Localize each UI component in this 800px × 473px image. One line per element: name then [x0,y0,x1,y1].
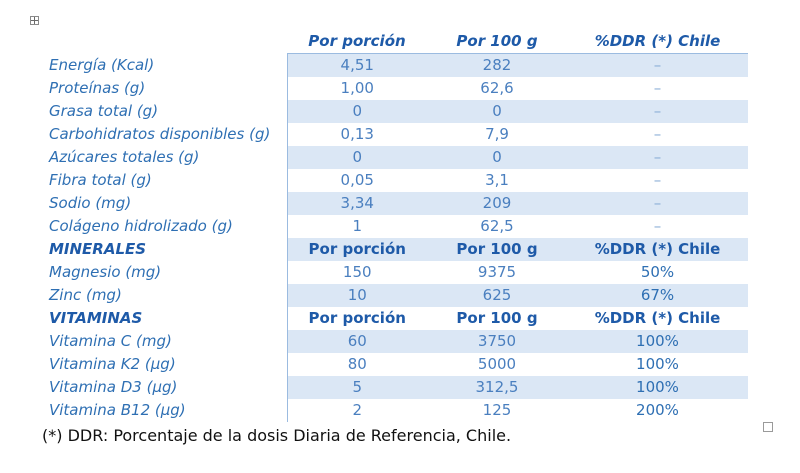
cell-per-serving: 0 [286,100,427,123]
table-header-empty [42,30,287,54]
cell-ddr: – [653,171,662,189]
cell-per-serving: 150 [286,261,427,284]
minerals-col-per-100g: Por 100 g [427,238,567,261]
cell-ddr: 100% [567,376,748,399]
col-header-per-100g: Por 100 g [456,32,538,50]
row-label: Proteínas (g) [49,79,146,97]
table-row: Vitamina B12 (µg) 2 125 200% [42,399,748,422]
row-label: Vitamina B12 (µg) [49,401,186,419]
nutrition-table: Por porción Por 100 g %DDR (*) Chile Ene… [42,30,748,422]
cell-ddr: 200% [636,401,679,419]
table-row: Zinc (mg) 10 625 67% [42,284,748,307]
cell-ddr: 100% [636,355,679,373]
cell-per-serving: 0 [286,146,427,169]
cell-per-serving: 2 [286,399,427,422]
table-row: Grasa total (g) 0 0 – [42,100,748,123]
table-move-handle-icon[interactable] [30,16,39,25]
cell-per-100g: 5000 [477,355,517,373]
cell-per-serving: 60 [286,330,427,353]
cell-ddr: – [567,192,748,215]
footnote: (*) DDR: Porcentaje de la dosis Diaria d… [42,426,512,445]
cell-per-100g: 625 [427,284,567,307]
cell-per-100g: 9375 [477,263,517,281]
row-label: Zinc (mg) [49,286,122,304]
row-label: Grasa total (g) [49,102,159,120]
cell-per-serving: 0,13 [286,123,427,146]
minerals-col-per-serving: Por porción [286,238,427,261]
table-row: Carbohidratos disponibles (g) 0,13 7,9 – [42,123,748,146]
vitamins-heading: VITAMINAS [49,309,143,327]
table-resize-handle-icon[interactable] [763,422,773,432]
cell-per-serving: 3,34 [286,192,427,215]
table-row: Vitamina C (mg) 60 3750 100% [42,330,748,353]
cell-ddr: – [653,217,662,235]
cell-per-100g: 282 [427,53,567,77]
cell-per-serving: 80 [286,353,427,376]
vitamins-col-per-100g: Por 100 g [456,309,538,327]
col-header-ddr: %DDR (*) Chile [594,32,721,50]
cell-ddr: 100% [567,330,748,353]
cell-per-100g: 125 [482,401,512,419]
table-row: Proteínas (g) 1,00 62,6 – [42,77,748,100]
cell-ddr: – [653,79,662,97]
row-label: Sodio (mg) [49,194,132,212]
cell-ddr: – [567,146,748,169]
minerals-header-row: MINERALES Por porción Por 100 g %DDR (*)… [42,238,748,261]
cell-per-100g: 3,1 [485,171,509,189]
row-label: Fibra total (g) [49,171,152,189]
minerals-col-ddr: %DDR (*) Chile [567,238,748,261]
row-label: Azúcares totales (g) [49,148,200,166]
minerals-heading: MINERALES [49,240,147,258]
table-row: Vitamina K2 (µg) 80 5000 100% [42,353,748,376]
row-label: Magnesio (mg) [49,263,162,281]
cell-per-100g: 0 [427,146,567,169]
col-header-per-serving: Por porción [308,32,406,50]
table-row: Sodio (mg) 3,34 209 – [42,192,748,215]
cell-per-serving: 1 [286,215,427,238]
table-row: Energía (Kcal) 4,51 282 – [42,53,748,77]
cell-ddr: – [653,125,662,143]
cell-per-100g: 209 [427,192,567,215]
vitamins-header-row: VITAMINAS Por porción Por 100 g %DDR (*)… [42,307,748,330]
cell-per-100g: 312,5 [427,376,567,399]
cell-per-serving: 4,51 [286,53,427,77]
cell-per-serving: 10 [286,284,427,307]
cell-per-100g: 62,6 [480,79,514,97]
row-label: Carbohidratos disponibles (g) [49,125,271,143]
cell-per-100g: 7,9 [485,125,509,143]
cell-per-serving: 1,00 [286,77,427,100]
vitamins-col-ddr: %DDR (*) Chile [594,309,721,327]
row-label: Vitamina C (mg) [49,332,172,350]
table-row: Magnesio (mg) 150 9375 50% [42,261,748,284]
cell-ddr: 50% [640,263,675,281]
table-row: Vitamina D3 (µg) 5 312,5 100% [42,376,748,399]
cell-ddr: – [567,100,748,123]
row-label: Vitamina D3 (µg) [49,378,178,396]
table-row: Fibra total (g) 0,05 3,1 – [42,169,748,192]
cell-ddr: 67% [567,284,748,307]
table-row: Colágeno hidrolizado (g) 1 62,5 – [42,215,748,238]
cell-per-serving: 5 [286,376,427,399]
cell-per-100g: 62,5 [480,217,514,235]
cell-ddr: – [567,53,748,77]
cell-per-100g: 0 [427,100,567,123]
cell-per-100g: 3750 [427,330,567,353]
cell-per-serving: 0,05 [286,169,427,192]
table-header-row: Por porción Por 100 g %DDR (*) Chile [42,30,748,54]
row-label: Colágeno hidrolizado (g) [49,217,233,235]
row-label: Energía (Kcal) [49,55,155,74]
row-label: Vitamina K2 (µg) [49,355,176,373]
table-row: Azúcares totales (g) 0 0 – [42,146,748,169]
vitamins-col-per-serving: Por porción [286,307,427,330]
